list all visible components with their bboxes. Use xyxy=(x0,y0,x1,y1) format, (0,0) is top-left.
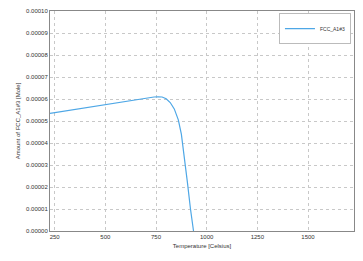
svg-text:Temperature [Celsius]: Temperature [Celsius] xyxy=(173,243,232,249)
svg-text:1250: 1250 xyxy=(251,234,265,240)
svg-text:0.00003: 0.00003 xyxy=(26,162,48,168)
svg-text:1500: 1500 xyxy=(301,234,315,240)
svg-text:500: 500 xyxy=(100,234,111,240)
svg-text:0.00009: 0.00009 xyxy=(26,30,48,36)
svg-text:0.00007: 0.00007 xyxy=(26,74,48,80)
svg-text:0.00008: 0.00008 xyxy=(26,52,48,58)
svg-text:0.00000: 0.00000 xyxy=(26,228,48,234)
svg-text:0.00006: 0.00006 xyxy=(26,96,48,102)
svg-text:Amount of FCC_A1#3 [Mole]: Amount of FCC_A1#3 [Mole] xyxy=(15,82,21,159)
svg-text:1000: 1000 xyxy=(200,234,214,240)
svg-text:0.00004: 0.00004 xyxy=(26,140,48,146)
svg-text:0.00005: 0.00005 xyxy=(26,118,48,124)
svg-text:750: 750 xyxy=(151,234,162,240)
svg-text:FCC_A1#3: FCC_A1#3 xyxy=(320,26,345,32)
svg-text:250: 250 xyxy=(50,234,61,240)
svg-text:0.00010: 0.00010 xyxy=(26,8,48,14)
svg-text:0.00001: 0.00001 xyxy=(26,206,48,212)
svg-text:0.00002: 0.00002 xyxy=(26,184,48,190)
